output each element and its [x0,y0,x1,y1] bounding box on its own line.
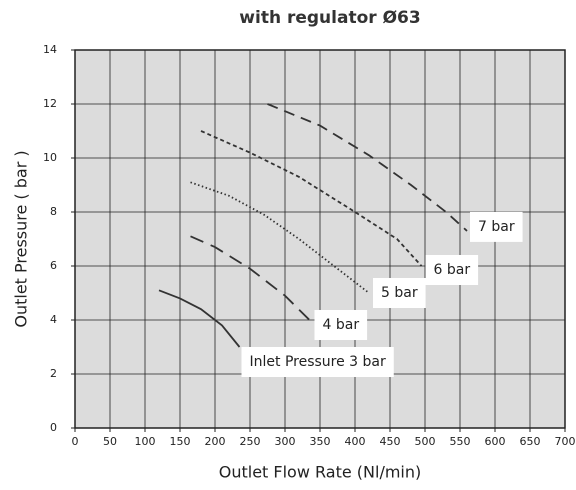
series-label: Inlet Pressure 3 bar [250,354,386,370]
series-label: 7 bar [478,219,515,235]
x-tick-label: 600 [485,435,506,448]
x-tick-label: 700 [555,435,576,448]
series-label: 5 bar [381,285,418,301]
label-box [241,347,394,377]
y-tick-label: 2 [50,367,57,380]
x-tick-label: 450 [380,435,401,448]
label-box [470,211,523,242]
x-tick-label: 400 [345,435,366,448]
y-tick-label: 0 [50,421,57,434]
y-tick-label: 8 [50,205,57,218]
x-tick-label: 650 [520,435,541,448]
y-axis-title: Outlet Pressure ( bar ) [12,150,31,327]
label-box [425,255,479,285]
x-tick-label: 200 [205,435,226,448]
series-line [190,235,311,321]
x-axis-title: Outlet Flow Rate (Nl/min) [219,463,422,482]
series-line [158,289,241,348]
y-tick-label: 6 [50,259,57,272]
x-tick-label: 250 [240,435,261,448]
label-box [314,310,368,340]
x-tick-label: 150 [170,435,191,448]
series-label: 4 bar [323,317,360,333]
y-tick-label: 12 [43,97,57,110]
series-label: 6 bar [434,262,471,278]
x-tick-label: 500 [415,435,436,448]
plot-border [74,49,566,429]
x-tick-label: 100 [135,435,156,448]
x-tick-label: 550 [450,435,471,448]
x-tick-label: 300 [275,435,296,448]
chart-title: with regulator Ø63 [239,8,420,28]
y-tick-label: 4 [50,313,57,326]
series-line [200,130,423,267]
y-tick-label: 14 [43,43,57,56]
x-tick-label: 50 [103,435,117,448]
x-tick-label: 0 [72,435,79,448]
y-tick-label: 10 [43,151,57,164]
label-box [373,278,426,308]
x-tick-label: 350 [310,435,331,448]
